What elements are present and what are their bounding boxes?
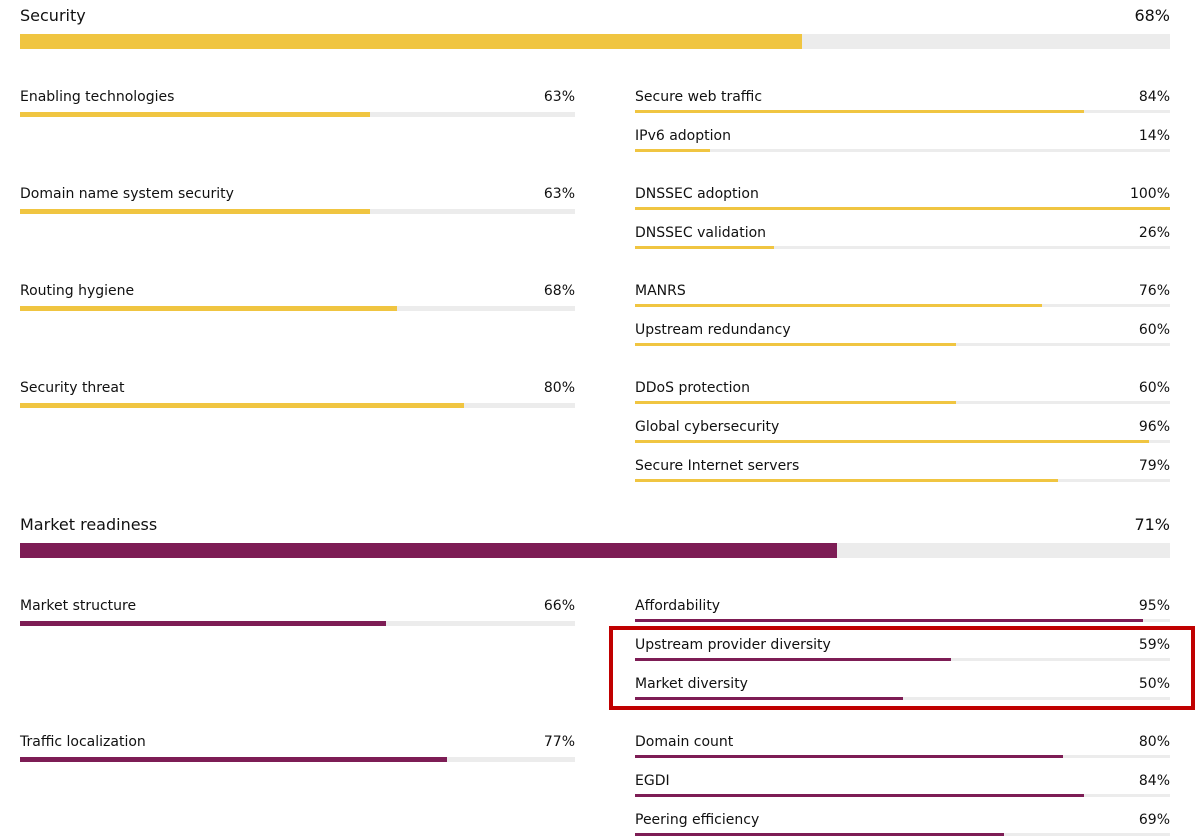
group-name: Security threat: [20, 380, 125, 396]
item-value: 60%: [1138, 322, 1170, 338]
item-value: 60%: [1138, 380, 1170, 396]
group-bar: [20, 209, 370, 214]
item-value: 26%: [1138, 225, 1170, 241]
group-bar: [20, 306, 398, 311]
item-track: [635, 440, 1170, 443]
item-track: [635, 697, 1170, 700]
item-name: Upstream redundancy: [635, 322, 791, 338]
item-bar: [635, 479, 1058, 482]
item-track: [635, 304, 1170, 307]
section-value: 68%: [1134, 6, 1170, 25]
group-bar: [20, 757, 448, 762]
item-bar: [635, 755, 1063, 758]
item-track: [635, 794, 1170, 797]
item-value: 14%: [1138, 128, 1170, 144]
item-value: 50%: [1138, 676, 1170, 692]
group-track: [20, 757, 575, 762]
item-bar: [635, 246, 775, 249]
item-bar: [635, 440, 1149, 443]
group-value: 66%: [543, 598, 575, 614]
item-value: 76%: [1138, 283, 1170, 299]
item-bar: [635, 794, 1085, 797]
item-name: IPv6 adoption: [635, 128, 731, 144]
item-value: 79%: [1138, 458, 1170, 474]
item-name: Affordability: [635, 598, 721, 614]
group-value: 80%: [543, 380, 575, 396]
group-track: [20, 112, 575, 117]
item-track: [635, 401, 1170, 404]
group-track: [20, 403, 575, 408]
item-bar: [635, 207, 1170, 210]
group-track: [20, 306, 575, 311]
item-track: [635, 658, 1170, 661]
item-value: 95%: [1138, 598, 1170, 614]
item-value: 84%: [1138, 89, 1170, 105]
section-track: [20, 34, 1170, 49]
item-value: 80%: [1138, 734, 1170, 750]
item-bar: [635, 697, 903, 700]
section-bar: [20, 34, 802, 49]
item-name: Market diversity: [635, 676, 748, 692]
item-bar: [635, 110, 1085, 113]
section-value: 71%: [1134, 515, 1170, 534]
group-name: Domain name system security: [20, 186, 234, 202]
item-value: 96%: [1138, 419, 1170, 435]
group-bar: [20, 621, 387, 626]
item-value: 84%: [1138, 773, 1170, 789]
item-name: Global cybersecurity: [635, 419, 780, 435]
item-name: MANRS: [635, 283, 686, 299]
group-name: Market structure: [20, 598, 137, 614]
section-name: Market readiness: [20, 515, 158, 534]
item-bar: [635, 304, 1042, 307]
item-name: Upstream provider diversity: [635, 637, 831, 653]
section-bar: [20, 543, 837, 558]
item-name: DNSSEC adoption: [635, 186, 759, 202]
group-value: 63%: [543, 89, 575, 105]
group-bar: [20, 112, 370, 117]
item-value: 69%: [1138, 812, 1170, 828]
item-name: Peering efficiency: [635, 812, 760, 828]
item-track: [635, 246, 1170, 249]
item-track: [635, 619, 1170, 622]
highlight-box: [609, 626, 1195, 710]
group-value: 68%: [543, 283, 575, 299]
item-value: 59%: [1138, 637, 1170, 653]
item-track: [635, 755, 1170, 758]
item-bar: [635, 149, 710, 152]
item-name: EGDI: [635, 773, 670, 789]
item-bar: [635, 658, 951, 661]
group-track: [20, 209, 575, 214]
item-name: Secure web traffic: [635, 89, 763, 105]
section-track: [20, 543, 1170, 558]
group-name: Enabling technologies: [20, 89, 175, 105]
item-name: Secure Internet servers: [635, 458, 800, 474]
item-track: [635, 149, 1170, 152]
section-name: Security: [20, 6, 86, 25]
item-bar: [635, 401, 956, 404]
item-track: [635, 110, 1170, 113]
item-name: DDoS protection: [635, 380, 750, 396]
item-track: [635, 207, 1170, 210]
group-value: 63%: [543, 186, 575, 202]
group-track: [20, 621, 575, 626]
group-value: 77%: [543, 734, 575, 750]
item-name: DNSSEC validation: [635, 225, 767, 241]
item-track: [635, 479, 1170, 482]
group-bar: [20, 403, 464, 408]
group-name: Routing hygiene: [20, 283, 135, 299]
item-bar: [635, 619, 1144, 622]
item-value: 100%: [1129, 186, 1170, 202]
item-name: Domain count: [635, 734, 734, 750]
item-bar: [635, 343, 956, 346]
item-track: [635, 343, 1170, 346]
group-name: Traffic localization: [20, 734, 146, 750]
